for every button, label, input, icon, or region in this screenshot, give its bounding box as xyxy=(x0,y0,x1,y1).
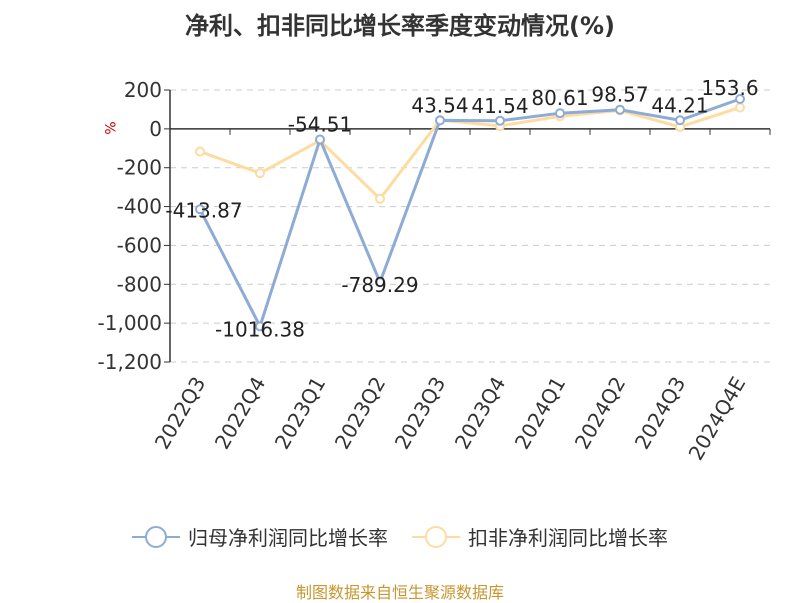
y-tick-label: -1,200 xyxy=(98,350,162,374)
data-point-series2 xyxy=(255,168,265,179)
y-tick-label: -200 xyxy=(117,156,162,180)
data-label-series1: 43.54 xyxy=(411,93,468,117)
data-point-series1 xyxy=(195,204,205,215)
data-label-series1: -413.87 xyxy=(165,198,242,222)
y-tick-label: 0 xyxy=(149,117,162,141)
x-tick-label: 2022Q3 xyxy=(150,373,210,454)
x-tick-label: 2024Q3 xyxy=(630,373,690,454)
data-point-series1 xyxy=(435,115,445,126)
data-point-series1 xyxy=(735,94,745,105)
data-point-series2 xyxy=(735,102,745,113)
x-tick-label: 2023Q4 xyxy=(450,373,510,454)
data-point-series1 xyxy=(375,277,385,288)
data-point-series1 xyxy=(495,115,505,126)
x-tick-label: 2023Q3 xyxy=(390,373,450,454)
x-tick-label: 2023Q1 xyxy=(270,373,330,454)
y-tick-label: -800 xyxy=(117,272,162,296)
legend-swatch-series2 xyxy=(412,525,460,549)
data-label-series1: 98.57 xyxy=(591,83,648,107)
data-point-series1 xyxy=(675,115,685,126)
legend-item-series2[interactable]: 扣非净利润同比增长率 xyxy=(412,522,668,551)
legend-item-series1[interactable]: 归母净利润同比增长率 xyxy=(132,522,388,551)
y-tick-label: -1,000 xyxy=(98,311,162,335)
data-point-series1 xyxy=(255,321,265,332)
x-tick-label: 2024Q2 xyxy=(570,373,630,454)
data-label-series1: -54.51 xyxy=(288,112,352,136)
y-unit-label: % xyxy=(101,121,117,134)
data-point-series2 xyxy=(195,146,205,157)
y-tick-label: -400 xyxy=(117,195,162,219)
data-point-series1 xyxy=(555,108,565,119)
data-point-series1 xyxy=(615,104,625,115)
series-line-1 xyxy=(198,97,741,328)
legend-label-series2: 扣非净利润同比增长率 xyxy=(468,526,668,550)
y-tick-label: -600 xyxy=(117,233,162,257)
x-tick-label: 2024Q1 xyxy=(510,373,570,454)
legend-label-series1: 归母净利润同比增长率 xyxy=(188,526,388,550)
chart-title: 净利、扣非同比增长率季度变动情况(%) xyxy=(185,12,615,40)
data-label-series1: 41.54 xyxy=(471,94,528,118)
x-tick-label: 2022Q4 xyxy=(210,373,270,454)
data-label-series1: -789.29 xyxy=(341,273,418,297)
x-tick-label: 2023Q2 xyxy=(330,373,390,454)
y-tick-label: 200 xyxy=(124,78,162,102)
legend-swatch-series1 xyxy=(132,525,180,549)
data-point-series1 xyxy=(315,134,325,145)
source-note: 制图数据来自恒生聚源数据库 xyxy=(295,583,504,602)
data-label-series1: 44.21 xyxy=(651,93,708,117)
legend: 归母净利润同比增长率 扣非净利润同比增长率 xyxy=(0,522,800,551)
data-point-series2 xyxy=(375,193,385,204)
data-label-series1: 153.6 xyxy=(701,76,758,100)
data-label-series1: 80.61 xyxy=(531,86,588,110)
data-label-series1: -1016.38 xyxy=(215,317,305,341)
series-line-2 xyxy=(199,106,741,201)
x-tick-label: 2024Q4E xyxy=(684,373,751,465)
